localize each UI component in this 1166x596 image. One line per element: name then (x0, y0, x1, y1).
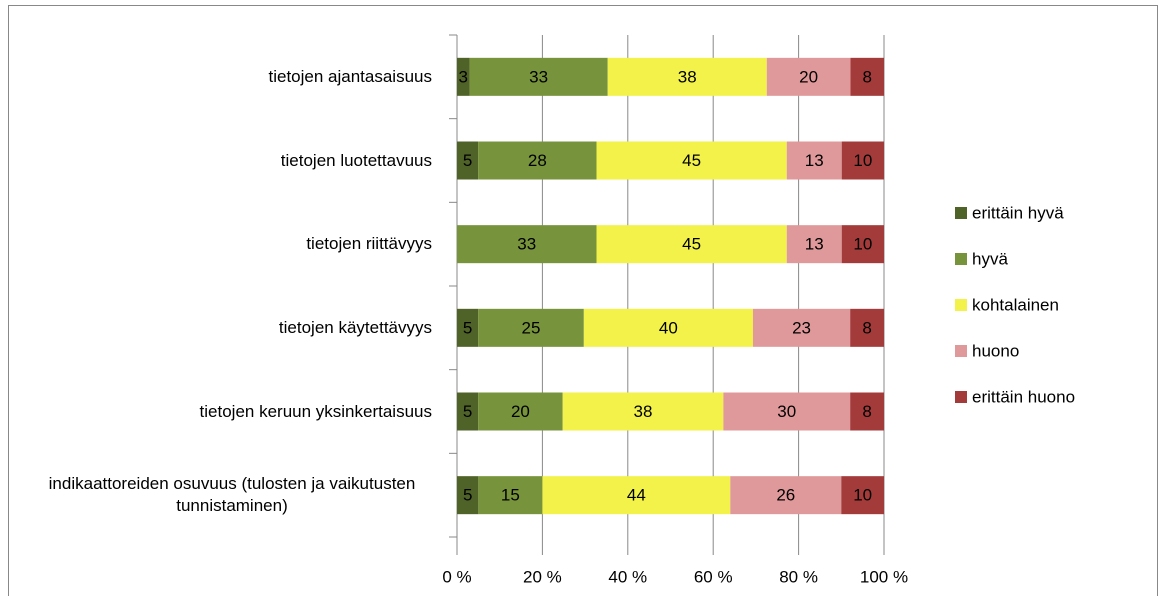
x-tick-label: 60 % (694, 567, 733, 586)
data-label: 38 (634, 402, 653, 421)
y-tick-label: tietojen käytettävyys (279, 317, 432, 339)
bar-segment (723, 392, 851, 431)
bar-segment (469, 57, 608, 96)
data-label: 38 (678, 67, 697, 86)
legend-label: huono (972, 341, 1019, 360)
data-label: 5 (463, 318, 472, 337)
bar-segment (457, 476, 479, 515)
bar-segment (542, 476, 731, 515)
data-label: 10 (853, 486, 872, 505)
data-label: 30 (777, 402, 796, 421)
data-label: 13 (805, 151, 824, 170)
data-label: 8 (863, 67, 872, 86)
bar-segment (730, 476, 842, 515)
bar-segment (457, 57, 470, 96)
y-tick-label: tietojen luotettavuus (281, 150, 432, 172)
bar-segment (457, 308, 479, 347)
x-tick-label: 0 % (442, 567, 471, 586)
y-tick-label: tietojen ajantasaisuus (268, 66, 432, 88)
data-label: 45 (682, 235, 701, 254)
y-tick-label: tietojen riittävyys (306, 233, 432, 255)
bar-segment (478, 476, 543, 515)
y-tick-label: tietojen keruun yksinkertaisuus (200, 401, 432, 423)
data-label: 33 (517, 235, 536, 254)
bar-segment (850, 57, 884, 96)
bar-segment (841, 476, 884, 515)
x-tick-label: 20 % (523, 567, 562, 586)
x-tick-label: 80 % (779, 567, 818, 586)
legend-label: hyvä (972, 249, 1008, 268)
bar-segment (457, 225, 597, 264)
bar-segment (457, 141, 479, 180)
data-label: 8 (862, 318, 871, 337)
bar-segment (478, 392, 563, 431)
data-label: 20 (511, 402, 530, 421)
data-label: 5 (463, 402, 472, 421)
data-label: 26 (776, 486, 795, 505)
data-label: 8 (862, 402, 871, 421)
category-text: tietojen ajantasaisuus (268, 66, 432, 86)
y-tick-label: indikaattoreiden osuvuus (tulosten ja va… (32, 473, 432, 517)
legend-swatch (955, 391, 967, 403)
bar-segment (596, 141, 787, 180)
bar-segment (850, 392, 884, 431)
bar-segment (752, 308, 851, 347)
data-label: 15 (501, 486, 520, 505)
bar-segment (850, 308, 884, 347)
x-tick-label: 100 % (860, 567, 908, 586)
bar-segment (841, 225, 884, 264)
legend-label: erittäin huono (972, 387, 1075, 406)
category-text: tietojen riittävyys (306, 234, 432, 254)
legend-label: erittäin hyvä (972, 203, 1064, 222)
bar-segment (786, 141, 842, 180)
category-text: tietojen keruun yksinkertaisuus (199, 401, 432, 421)
bar-segment (766, 57, 851, 96)
data-label: 10 (853, 235, 872, 254)
data-label: 23 (792, 318, 811, 337)
data-label: 5 (463, 151, 472, 170)
data-label: 28 (528, 151, 547, 170)
category-text: indikaattoreiden osuvuus (tulosten ja va… (48, 474, 416, 516)
legend-swatch (955, 299, 967, 311)
legend-swatch (955, 253, 967, 265)
data-label: 3 (459, 67, 468, 86)
data-label: 33 (529, 67, 548, 86)
data-label: 10 (853, 151, 872, 170)
data-label: 20 (799, 67, 818, 86)
bar-segment (583, 308, 753, 347)
bar-segment (841, 141, 884, 180)
data-label: 45 (682, 151, 701, 170)
legend-label: kohtalainen (972, 295, 1059, 314)
legend-swatch (955, 207, 967, 219)
bar-segment (478, 308, 584, 347)
data-label: 44 (627, 486, 646, 505)
bar-segment (562, 392, 724, 431)
data-label: 13 (805, 235, 824, 254)
bar-segment (478, 141, 597, 180)
bar-segment (457, 392, 479, 431)
chart-border (8, 5, 1158, 596)
category-text: tietojen luotettavuus (280, 150, 432, 170)
x-tick-label: 40 % (608, 567, 647, 586)
data-label: 25 (522, 318, 541, 337)
category-text: tietojen käytettävyys (278, 317, 432, 337)
bar-segment (607, 57, 767, 96)
bar-segment (786, 225, 842, 264)
data-label: 40 (659, 318, 678, 337)
bar-segment (596, 225, 787, 264)
legend-swatch (955, 345, 967, 357)
data-label: 5 (463, 486, 472, 505)
